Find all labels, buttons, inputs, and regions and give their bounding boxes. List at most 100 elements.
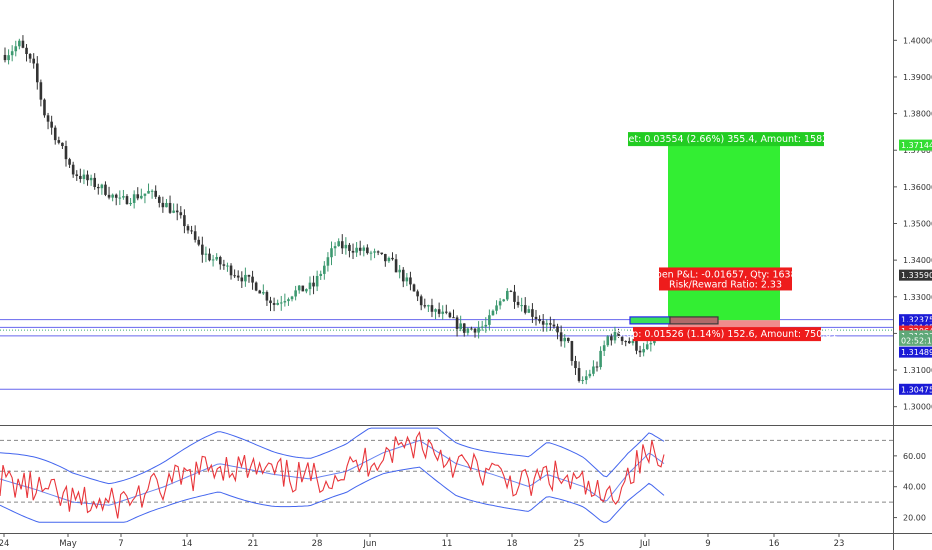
candle-body: [412, 284, 416, 292]
risk-reward-label: Risk/Reward Ratio: 2.33: [669, 279, 782, 290]
candle-body: [111, 194, 114, 198]
candle-body: [391, 257, 394, 260]
candle-body: [448, 312, 452, 318]
candle-body: [509, 290, 513, 292]
candle-body: [190, 230, 193, 232]
candle-body: [423, 305, 427, 307]
candle-body: [373, 251, 376, 253]
candle-body: [455, 317, 459, 329]
time-tick-label: 14: [182, 539, 193, 549]
price-axis[interactable]: 1.40000 1.39000 1.38000 1.37000 1.36000 1.350…: [893, 36, 932, 412]
price-tag[interactable]: [899, 314, 932, 326]
candle-body: [262, 292, 265, 294]
rsi-axis[interactable]: 60.00 40.00 20.00: [893, 452, 926, 523]
candle-body: [140, 195, 143, 199]
candle-body: [340, 241, 344, 249]
candle-body: [165, 202, 168, 208]
price-tick-label: 1.31000: [903, 366, 932, 375]
candle-body: [358, 247, 362, 251]
candle-body: [35, 63, 39, 83]
candle-body: [624, 341, 628, 343]
candle-body: [376, 251, 380, 253]
candle-body: [283, 301, 287, 303]
candle-body: [290, 296, 294, 300]
stop-label: Stop: 0.01526 (1.14%) 152.6, Amount: 750…: [617, 329, 838, 340]
rsi-tick-label: 60.00: [903, 452, 926, 461]
price-tag[interactable]: [899, 334, 932, 346]
target-zone[interactable]: [668, 145, 780, 321]
candle-body: [362, 247, 366, 251]
price-tag-label: 1.32375: [901, 316, 932, 325]
time-tick-label: 18: [507, 539, 518, 549]
candle-body: [50, 121, 53, 128]
candle-body: [416, 291, 419, 297]
candle-body: [61, 142, 64, 147]
price-tag-label: 1.30475: [901, 385, 932, 394]
candle-body: [581, 380, 584, 382]
candle-body: [279, 302, 283, 304]
time-axis[interactable]: 24 May 7 14 21 28 Jun 11 18 25 Jul 9 16 23: [0, 533, 844, 549]
stop-zone[interactable]: [668, 320, 780, 331]
candle-body: [549, 323, 552, 325]
candle-body: [538, 318, 541, 322]
candle-body: [323, 265, 326, 274]
candle-body: [233, 275, 236, 277]
candle-body: [599, 350, 602, 368]
candle-body: [118, 197, 122, 199]
rsi-pane[interactable]: [0, 427, 893, 523]
stop-label-box: [633, 327, 821, 342]
active-trade-zone: [629, 316, 671, 325]
candle-body: [595, 366, 599, 368]
candle-body: [143, 193, 147, 196]
candle-body: [577, 368, 581, 381]
time-tick-label: Jun: [362, 539, 376, 549]
candle-body: [326, 257, 330, 266]
candle-body: [638, 350, 642, 353]
candle-body: [480, 326, 484, 328]
candle-body: [606, 336, 610, 346]
candle-body: [297, 285, 301, 291]
candle-body: [305, 289, 308, 292]
target-label: Target: 0.03554 (2.66%) 355.4, Amount: 1…: [608, 134, 844, 145]
candle-body: [620, 336, 624, 342]
candle-body: [541, 321, 545, 325]
candle-body: [319, 273, 323, 276]
candle-body: [82, 174, 86, 180]
price-tag[interactable]: [899, 269, 932, 281]
price-tag[interactable]: [899, 346, 932, 358]
candle-body: [308, 282, 312, 290]
price-tag[interactable]: [899, 139, 932, 151]
candle-body: [405, 277, 409, 282]
candle-body: [32, 58, 36, 64]
candle-body: [28, 54, 32, 59]
candle-body: [430, 305, 434, 312]
candle-body: [197, 239, 201, 245]
candle-body: [315, 275, 319, 287]
candle-body: [330, 248, 333, 258]
candle-body: [484, 324, 488, 327]
price-tag-label: 1.37144: [901, 141, 932, 150]
candle-body: [495, 305, 498, 311]
candle-body: [434, 309, 437, 312]
candle-body: [491, 310, 495, 316]
long-position-tool[interactable]: Target: 0.03554 (2.66%) 355.4, Amount: 1…: [608, 132, 844, 342]
candle-body: [269, 300, 272, 304]
candle-body: [588, 373, 592, 377]
candle-body: [7, 55, 10, 61]
time-tick-label: 11: [442, 539, 453, 549]
candle-body: [201, 244, 204, 255]
candle-body: [96, 186, 100, 189]
candle-body: [631, 340, 635, 344]
price-tag-label: 02:52:11: [901, 336, 932, 345]
price-tick-label: 1.36000: [903, 183, 932, 192]
candle-body: [445, 311, 448, 313]
candle-body: [477, 327, 480, 333]
candle-body: [89, 177, 93, 181]
candle-body: [129, 202, 132, 205]
candle-body: [653, 339, 656, 344]
time-tick-label: 28: [312, 539, 323, 549]
price-tag[interactable]: [899, 383, 932, 395]
candle-body: [10, 51, 14, 56]
